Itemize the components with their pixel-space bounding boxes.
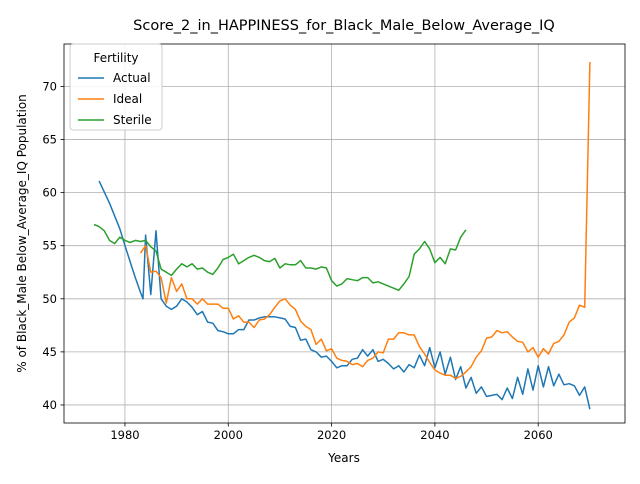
series-lines bbox=[93, 61, 591, 410]
legend-items: Actual Ideal Sterile bbox=[78, 71, 152, 127]
y-tick-label: 45 bbox=[42, 345, 57, 359]
legend-label-sterile: Sterile bbox=[113, 113, 152, 127]
y-tick-label: 60 bbox=[42, 186, 57, 200]
y-tick-label: 55 bbox=[42, 239, 57, 253]
x-tick-label: 2060 bbox=[524, 428, 553, 442]
series-line-ideal bbox=[139, 61, 591, 380]
x-axis-label: Years bbox=[327, 451, 360, 465]
legend-title: Fertility bbox=[93, 51, 138, 65]
grid bbox=[64, 44, 625, 423]
x-tick-label: 2040 bbox=[420, 428, 449, 442]
series-line-actual bbox=[98, 180, 591, 410]
y-tick-label: 70 bbox=[42, 79, 57, 93]
y-axis-label: % of Black_Male Below_Average_IQ Populat… bbox=[15, 94, 29, 373]
legend: Fertility Actual Ideal Sterile bbox=[69, 43, 163, 131]
legend-label-ideal: Ideal bbox=[113, 92, 142, 106]
y-tick-label: 65 bbox=[42, 133, 57, 147]
axis-ticks: 1980 2000 2020 2040 2060 40 45 50 55 60 65 70 bbox=[42, 79, 552, 442]
plot-frame bbox=[63, 43, 626, 424]
x-tick-label: 1980 bbox=[110, 428, 139, 442]
y-tick-label: 50 bbox=[42, 292, 57, 306]
x-tick-label: 2000 bbox=[214, 428, 243, 442]
series-line-sterile bbox=[93, 223, 467, 292]
legend-box bbox=[69, 43, 163, 131]
x-tick-label: 2020 bbox=[317, 428, 346, 442]
y-tick-label: 40 bbox=[42, 398, 57, 412]
legend-label-actual: Actual bbox=[113, 71, 151, 85]
chart-title: Score_2_in_HAPPINESS_for_Black_Male_Belo… bbox=[133, 18, 555, 34]
